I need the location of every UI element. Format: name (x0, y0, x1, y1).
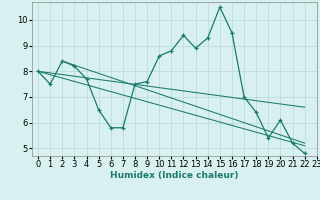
X-axis label: Humidex (Indice chaleur): Humidex (Indice chaleur) (110, 171, 239, 180)
